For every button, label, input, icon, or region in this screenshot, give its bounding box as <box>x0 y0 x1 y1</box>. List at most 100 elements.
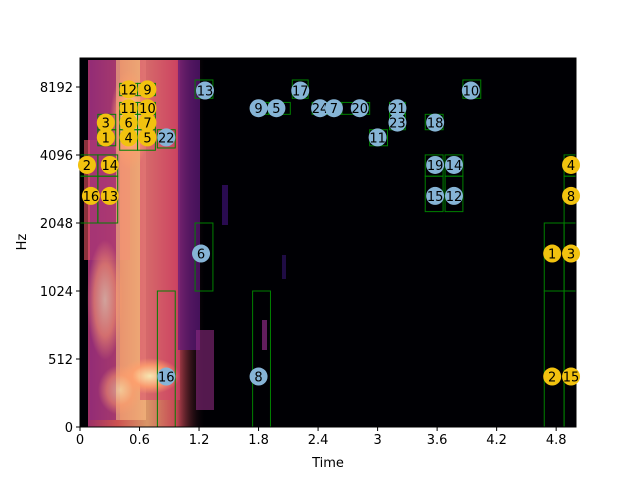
yellow-marker <box>138 128 157 147</box>
yellow-marker <box>562 244 581 263</box>
x-tick-label: 0 <box>76 433 84 448</box>
blue-marker <box>426 113 445 132</box>
blue-marker <box>350 99 369 118</box>
x-axis-label: Time <box>311 456 344 471</box>
x-axis: 0 0.6 1.2 1.8 2.4 3 3.6 4.2 4.8 <box>76 427 567 448</box>
yellow-marker <box>138 113 157 132</box>
x-tick-label: 1.8 <box>248 433 269 448</box>
blue-marker-label: 9 <box>254 102 262 117</box>
x-tick-label: 3 <box>373 433 381 448</box>
blue-marker <box>267 99 286 118</box>
blue-marker <box>444 186 463 205</box>
blue-marker-label: 22 <box>158 131 175 146</box>
blue-marker <box>368 128 387 147</box>
blue-marker <box>195 81 214 100</box>
yellow-marker <box>543 244 562 263</box>
yellow-marker <box>77 155 96 174</box>
yellow-marker <box>81 186 100 205</box>
blue-marker <box>324 99 343 118</box>
yellow-marker-label: 3 <box>567 248 575 263</box>
blue-marker <box>192 244 211 263</box>
blue-marker-label: 8 <box>254 371 262 386</box>
blue-marker <box>388 99 407 118</box>
blue-marker-label: 15 <box>427 190 444 205</box>
blue-marker <box>249 367 268 386</box>
yellow-marker <box>96 128 115 147</box>
blue-marker-label: 13 <box>197 85 214 100</box>
yellow-marker <box>100 155 119 174</box>
blue-marker <box>461 81 480 100</box>
y-tick-label: 8192 <box>40 81 73 96</box>
yellow-marker <box>562 155 581 174</box>
yellow-marker-label: 7 <box>143 117 151 132</box>
blue-box <box>156 290 176 427</box>
blue-marker-label: 16 <box>158 371 175 386</box>
blue-marker-label: 21 <box>389 102 406 117</box>
yellow-marker-label: 15 <box>563 371 580 386</box>
yellow-marker <box>119 128 138 147</box>
blue-marker-label: 7 <box>330 102 338 117</box>
yellow-marker-label: 14 <box>101 159 118 174</box>
y-tick-label: 1024 <box>40 285 73 300</box>
yellow-marker-label: 10 <box>139 102 156 117</box>
yellow-marker <box>562 186 581 205</box>
yellow-marker-label: 1 <box>548 248 556 263</box>
blue-marker <box>426 186 445 205</box>
blue-marker-label: 18 <box>427 117 444 132</box>
blue-marker-label: 10 <box>463 85 480 100</box>
blue-marker <box>426 155 445 174</box>
x-tick-label: 4.2 <box>486 433 507 448</box>
yellow-box <box>563 290 576 427</box>
y-tick-label: 2048 <box>40 217 73 232</box>
blue-marker-label: 23 <box>389 117 406 132</box>
yellow-marker <box>119 99 138 118</box>
blue-marker <box>388 113 407 132</box>
yellow-marker <box>562 367 581 386</box>
yellow-marker-label: 4 <box>567 159 575 174</box>
yellow-marker-label: 8 <box>567 190 575 205</box>
x-tick-label: 4.8 <box>546 433 567 448</box>
yellow-marker-label: 5 <box>143 131 151 146</box>
blue-marker <box>249 99 268 118</box>
blue-marker-label: 11 <box>369 131 386 146</box>
yellow-marker-label: 12 <box>120 83 137 98</box>
blue-marker <box>311 99 330 118</box>
axes-frame <box>79 57 577 428</box>
blue-marker <box>157 367 176 386</box>
y-tick-label: 4096 <box>40 149 73 164</box>
blue-marker-label: 17 <box>292 85 309 100</box>
blue-marker-label: 5 <box>272 102 280 117</box>
blue-marker-label: 24 <box>312 102 329 117</box>
y-tick-label: 512 <box>48 353 73 368</box>
yellow-marker <box>138 99 157 118</box>
yellow-marker-label: 4 <box>124 131 132 146</box>
blue-marker <box>444 155 463 174</box>
yellow-marker-label: 2 <box>83 159 91 174</box>
y-axis-label: Hz <box>15 234 30 251</box>
spectrogram-energy <box>84 60 286 427</box>
y-tick-label: 0 <box>65 421 73 436</box>
yellow-marker-label: 9 <box>143 83 151 98</box>
yellow-marker <box>96 113 115 132</box>
yellow-marker-label: 13 <box>101 190 118 205</box>
yellow-marker-label: 3 <box>102 117 110 132</box>
x-tick-label: 2.4 <box>308 433 329 448</box>
yellow-marker-label: 16 <box>83 190 100 205</box>
blue-marker-label: 12 <box>446 190 463 205</box>
yellow-marker-label: 1 <box>102 131 110 146</box>
yellow-marker-label: 2 <box>548 371 556 386</box>
blue-marker-label: 14 <box>446 159 463 174</box>
blue-marker-label: 6 <box>197 248 205 263</box>
blue-box <box>252 290 271 427</box>
blue-marker <box>291 81 310 100</box>
yellow-marker-label: 6 <box>124 117 132 132</box>
yellow-marker <box>119 113 138 132</box>
yellow-marker <box>119 80 138 99</box>
x-tick-label: 0.6 <box>129 433 150 448</box>
blue-marker-label: 19 <box>427 159 444 174</box>
x-tick-label: 1.2 <box>189 433 210 448</box>
plot-area <box>80 58 576 427</box>
yellow-marker-label: 11 <box>120 102 137 117</box>
